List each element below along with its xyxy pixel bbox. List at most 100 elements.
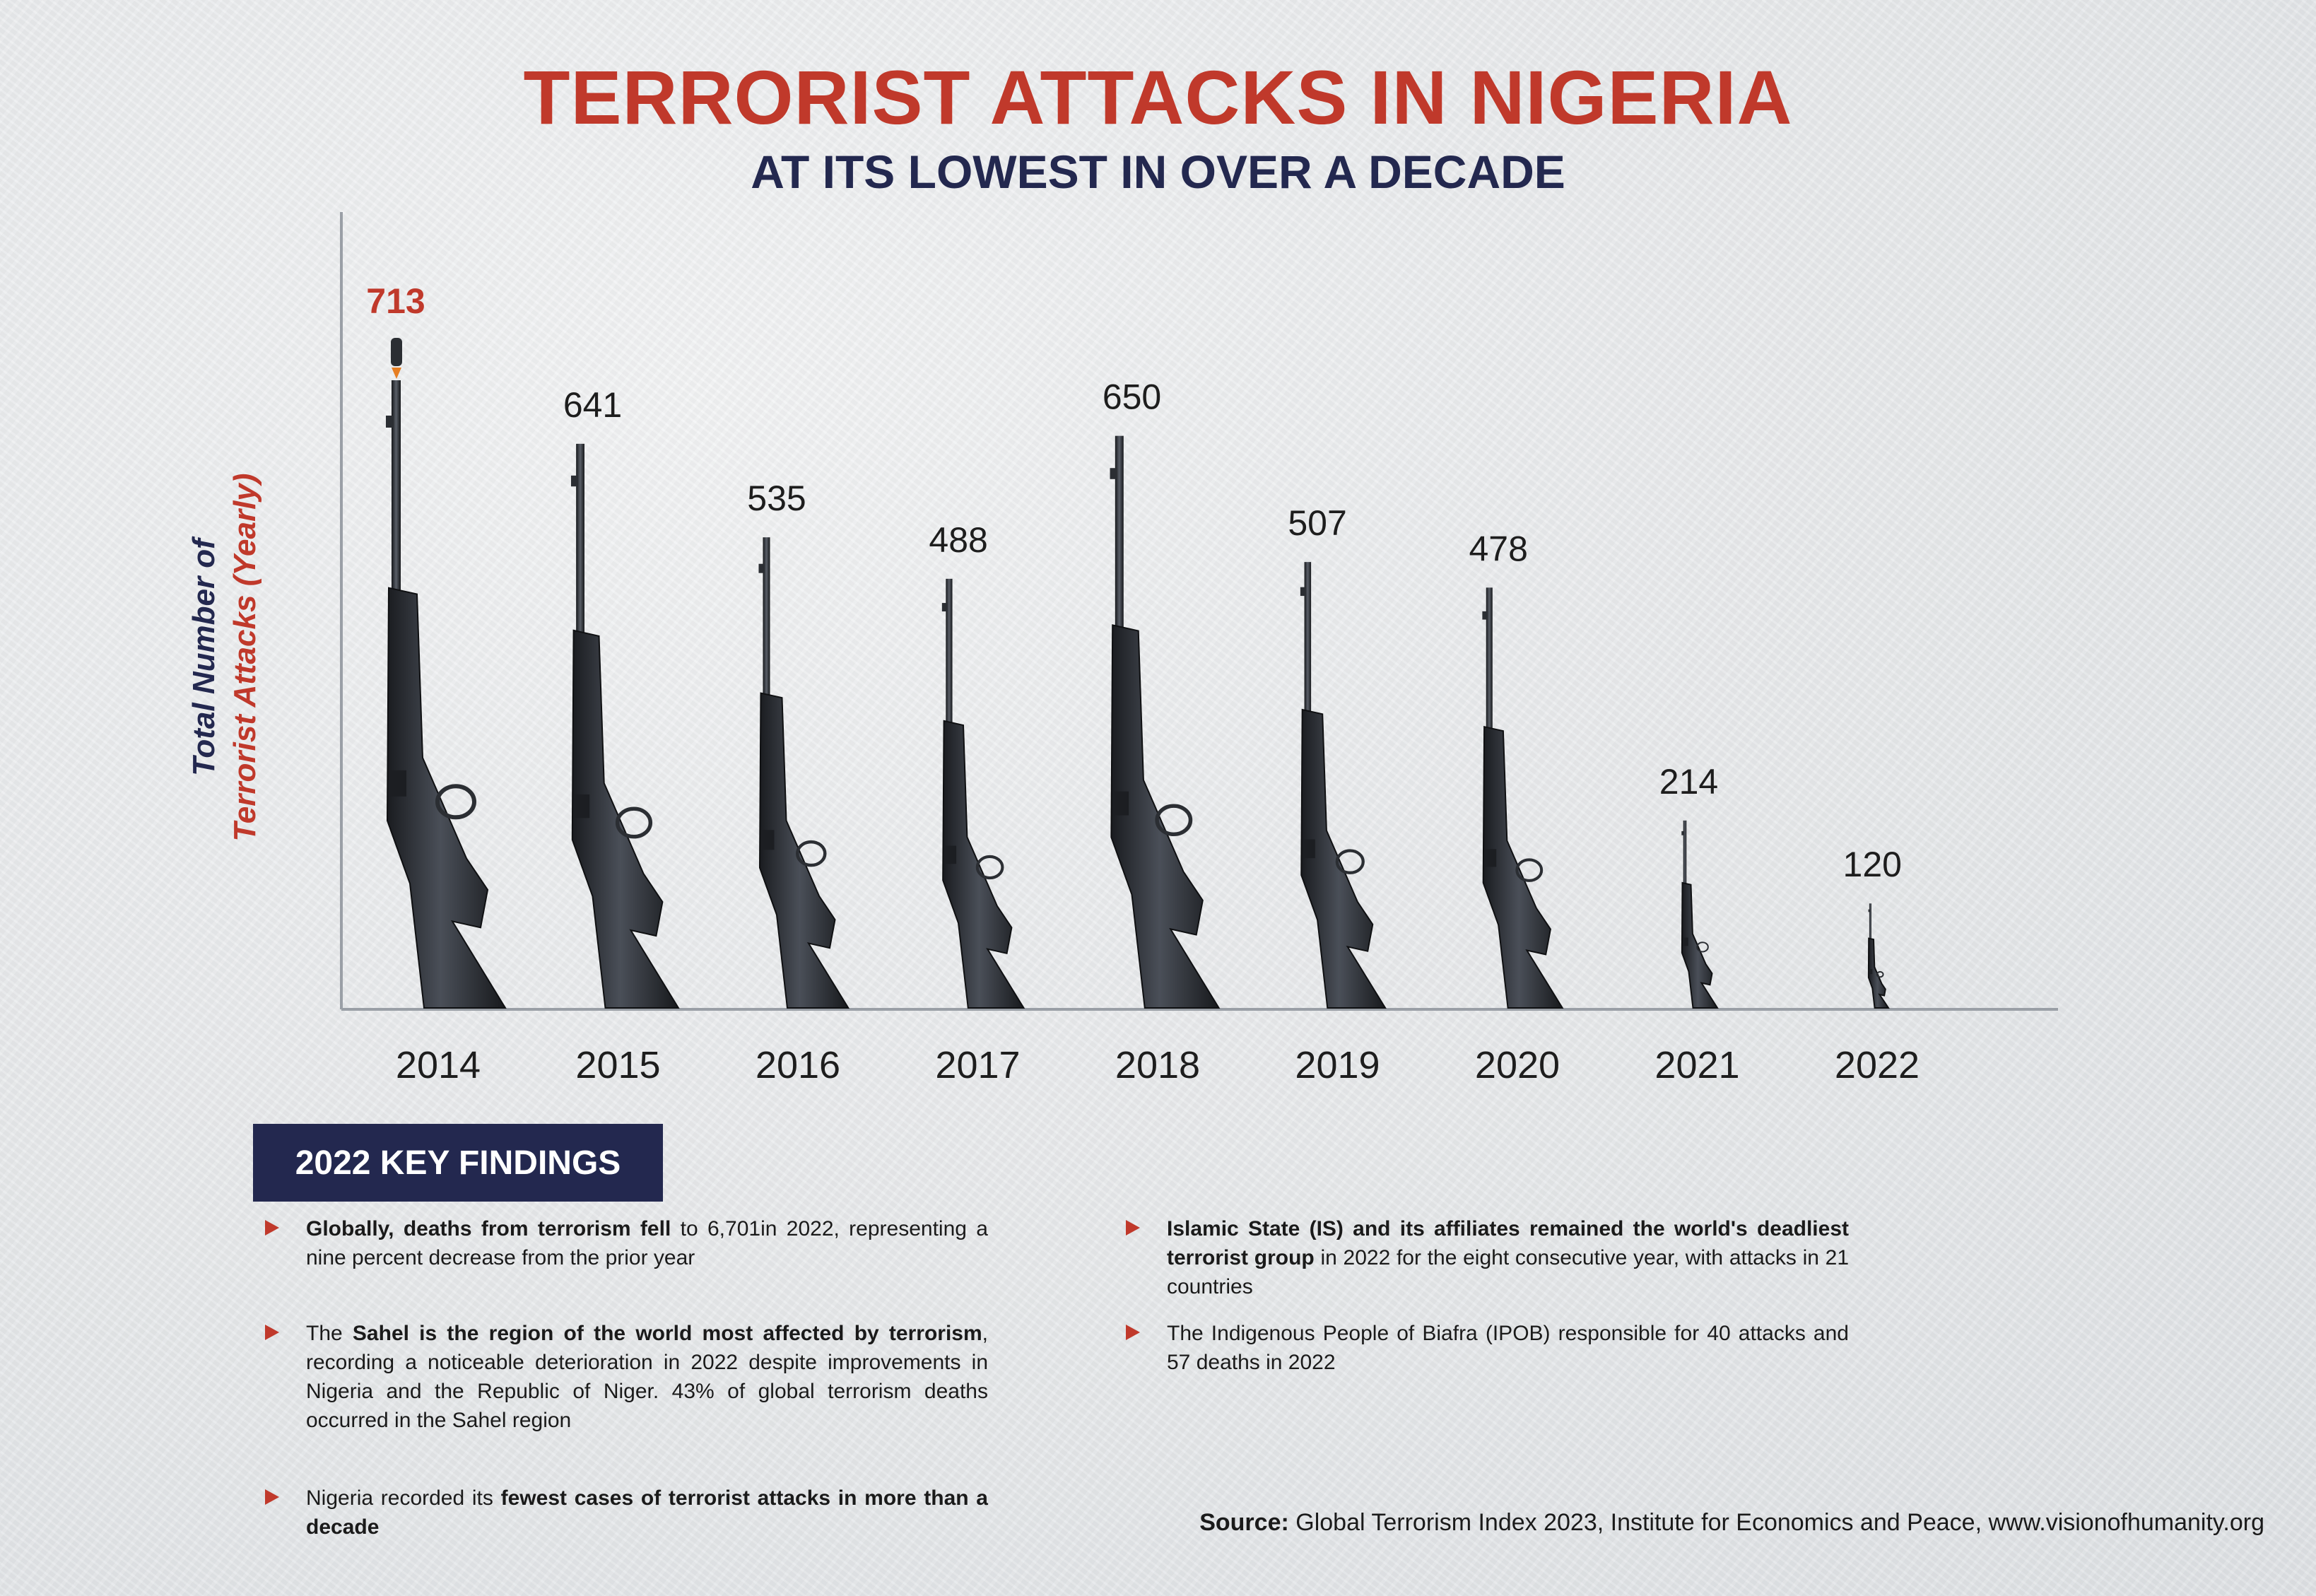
rifle-trigger-guard xyxy=(1155,804,1193,837)
rifle-bar xyxy=(1300,562,1387,1009)
rifle-trigger-guard xyxy=(795,840,827,867)
finding-text: , recording a noticeable deterioration i… xyxy=(306,1322,988,1432)
x-tick-label: 2016 xyxy=(756,1044,840,1086)
rifle-bar xyxy=(570,443,680,1009)
finding-text: in 2022 for the eight consecutive year, … xyxy=(1167,1246,1849,1298)
bullet-icon xyxy=(391,338,402,366)
rifle-trigger-guard xyxy=(1696,941,1709,953)
x-tick-label: 2020 xyxy=(1475,1044,1560,1086)
finding-bold-text: Globally, deaths from terrorism fell xyxy=(306,1217,671,1240)
rifle-stock xyxy=(571,629,680,1009)
rifle-stock xyxy=(1867,937,1890,1009)
rifle-stock xyxy=(758,692,850,1009)
value-label: 120 xyxy=(1843,845,1902,884)
rifle-bolt xyxy=(761,830,775,850)
rifle-barrel xyxy=(1304,562,1312,840)
chart-axes xyxy=(340,212,2058,1011)
source-note: Source: Global Terrorism Index 2023, Ins… xyxy=(1199,1509,2264,1537)
rifle-bolt xyxy=(944,845,957,864)
rifle-barrel xyxy=(1869,903,1871,970)
value-label: 650 xyxy=(1103,377,1161,417)
rifle-bolt xyxy=(575,794,590,818)
rifle-bar-chart: 713 2014 641 2015 535 2016 488 2017 650 2018 507 20… xyxy=(340,212,2058,1086)
rifle-bar xyxy=(941,578,1025,1009)
finding-item: Islamic State (IS) and its affiliates re… xyxy=(1126,1214,1849,1301)
rifle-stock xyxy=(1482,725,1564,1009)
rifle-bar xyxy=(1681,820,1719,1009)
rifle-stock xyxy=(1300,708,1387,1009)
rifle-sight xyxy=(1300,587,1306,597)
finding-text: The xyxy=(306,1322,353,1345)
rifle-bolt xyxy=(1869,969,1873,975)
key-findings-header: 2022 KEY FINDINGS xyxy=(253,1124,663,1202)
bullet-flame-icon xyxy=(392,368,401,379)
rifle-trigger-guard xyxy=(1335,849,1365,874)
rifle-bar xyxy=(1482,587,1564,1009)
rifle-bar xyxy=(1867,903,1890,1009)
value-label: 488 xyxy=(929,520,987,560)
rifle-stock xyxy=(1681,881,1719,1009)
bullet-arrow-icon xyxy=(265,1489,279,1505)
rifle-sight xyxy=(570,475,578,487)
finding-text: to 6,701in 2022, representing a nine per… xyxy=(306,1217,988,1269)
value-label: 214 xyxy=(1659,762,1718,802)
rifle-barrel xyxy=(946,578,953,846)
rifle-bar xyxy=(1110,435,1221,1009)
rifle-barrel xyxy=(576,443,584,794)
bullet-arrow-icon xyxy=(265,1325,279,1340)
rifle-stock xyxy=(386,587,507,1009)
finding-bold-text: Islamic State (IS) and its affiliates re… xyxy=(1167,1217,1849,1269)
x-tick-label: 2019 xyxy=(1295,1044,1380,1086)
bullet-arrow-icon xyxy=(1126,1325,1140,1340)
rifle-sight xyxy=(941,603,948,612)
rifle-barrel xyxy=(1115,435,1124,792)
finding-text: Nigeria recorded its xyxy=(306,1486,501,1510)
finding-bold-text: Sahel is the region of the world most af… xyxy=(352,1322,982,1345)
chart-subtitle: AT ITS LOWEST IN OVER A DECADE xyxy=(751,146,1565,198)
rifle-sight xyxy=(1868,909,1871,913)
value-label: 478 xyxy=(1469,529,1527,568)
rifle-sight xyxy=(1482,611,1488,620)
chart-title: TERRORIST ATTACKS IN NIGERIA xyxy=(523,54,1793,140)
x-tick-label: 2015 xyxy=(575,1044,660,1086)
bullet-arrow-icon xyxy=(1126,1220,1140,1236)
source-text: Global Terrorism Index 2023, Institute f… xyxy=(1288,1509,2264,1536)
rifle-bolt xyxy=(1303,839,1315,859)
finding-text: The Indigenous People of Biafra (IPOB) r… xyxy=(1167,1322,1849,1374)
bullet-arrow-icon xyxy=(265,1220,279,1236)
rifle-trigger-guard xyxy=(615,806,653,839)
rifle-barrel xyxy=(763,537,770,831)
rifle-bolt xyxy=(390,770,406,797)
x-tick-label: 2017 xyxy=(935,1044,1020,1086)
x-tick-label: 2021 xyxy=(1654,1044,1739,1086)
rifle-bar xyxy=(758,537,850,1009)
rifle-bar xyxy=(386,338,507,1009)
rifle-bolt xyxy=(1683,937,1688,946)
rifle-stock xyxy=(1110,624,1221,1009)
rifle-trigger-guard xyxy=(435,784,476,820)
value-label: 507 xyxy=(1288,503,1346,543)
finding-item: Globally, deaths from terrorism fell to … xyxy=(265,1214,988,1272)
rifle-trigger-guard xyxy=(1515,858,1544,882)
finding-item: The Sahel is the region of the world mos… xyxy=(265,1319,988,1435)
source-label: Source: xyxy=(1199,1509,1289,1536)
rifle-bolt xyxy=(1114,791,1129,816)
finding-bold-text: fewest cases of terrorist attacks in mor… xyxy=(306,1486,988,1539)
rifle-bolt xyxy=(1485,849,1497,867)
rifle-sight xyxy=(1681,831,1685,835)
x-tick-label: 2018 xyxy=(1115,1044,1200,1086)
chart-marks: 713 2014 641 2015 535 2016 488 2017 650 2018 507 20… xyxy=(366,281,1920,1086)
x-tick-label: 2022 xyxy=(1835,1044,1920,1086)
finding-item: The Indigenous People of Biafra (IPOB) r… xyxy=(1126,1319,1849,1377)
rifle-barrel xyxy=(1683,820,1687,938)
x-tick-label: 2014 xyxy=(396,1044,481,1086)
rifle-barrel xyxy=(1486,587,1493,850)
finding-item: Nigeria recorded its fewest cases of ter… xyxy=(265,1484,988,1542)
rifle-sight xyxy=(758,563,765,573)
value-label: 535 xyxy=(747,479,806,518)
rifle-trigger-guard xyxy=(1876,970,1884,978)
value-label: 713 xyxy=(366,281,425,321)
rifle-sight xyxy=(1110,468,1117,479)
value-label: 641 xyxy=(563,385,622,425)
rifle-trigger-guard xyxy=(975,855,1004,880)
